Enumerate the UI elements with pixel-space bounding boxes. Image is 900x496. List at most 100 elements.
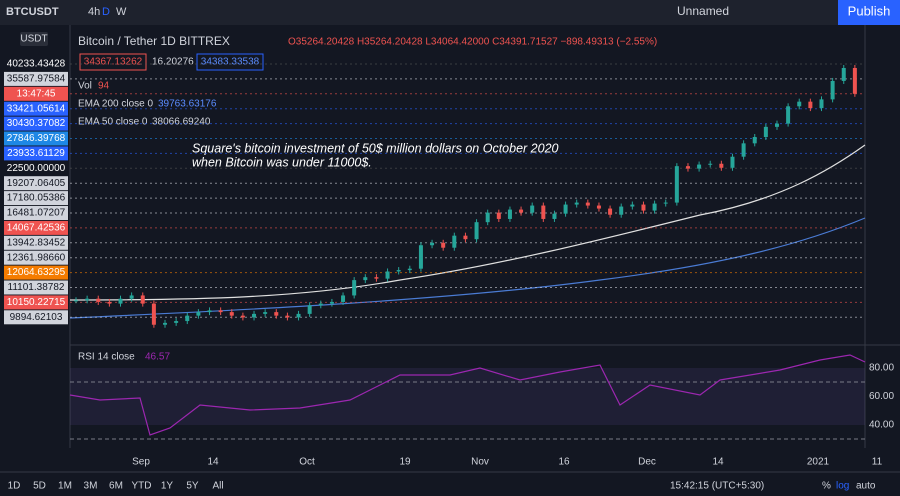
range-button[interactable]: 6M xyxy=(109,481,123,492)
mode-log[interactable]: log xyxy=(836,481,849,492)
ask-box[interactable] xyxy=(196,53,264,71)
candle xyxy=(129,295,134,299)
interval[interactable]: D xyxy=(102,6,110,18)
range-button[interactable]: 1M xyxy=(58,481,72,492)
price-label: 35587.97584 xyxy=(7,74,66,85)
candle xyxy=(619,206,624,215)
candle xyxy=(218,310,223,313)
rsi-tick: 60.00 xyxy=(869,391,894,402)
interval[interactable]: 4h xyxy=(88,6,100,18)
price-label-box xyxy=(4,206,68,220)
candle xyxy=(185,315,190,322)
layout-name[interactable]: Unnamed xyxy=(677,4,729,18)
candle xyxy=(229,312,234,316)
price-label: 23933.61129 xyxy=(7,148,65,159)
candle xyxy=(163,322,168,325)
ema50-label: EMA 50 close 0 xyxy=(78,117,148,128)
candle xyxy=(140,295,145,304)
candle xyxy=(385,271,390,279)
time-label: 16 xyxy=(558,457,570,468)
price-label: 11101.38782 xyxy=(8,282,65,293)
candle xyxy=(641,204,646,211)
range-button[interactable]: All xyxy=(212,481,223,492)
candle xyxy=(263,312,268,314)
price-label-box xyxy=(4,250,68,265)
candle xyxy=(697,164,702,169)
candle xyxy=(352,280,357,296)
time-label: 19 xyxy=(399,457,411,468)
price-label-box xyxy=(4,101,68,116)
candle xyxy=(741,143,746,157)
candle xyxy=(485,212,490,223)
candle xyxy=(151,303,156,325)
price-label-box xyxy=(4,176,68,191)
price-label-box xyxy=(4,116,68,131)
candle xyxy=(708,163,713,165)
price-label: 9894.62103 xyxy=(10,312,63,323)
range-button[interactable]: 1D xyxy=(8,481,21,492)
rsi-tick: 80.00 xyxy=(869,363,894,374)
candle xyxy=(418,245,423,269)
range-button[interactable]: 5Y xyxy=(186,481,199,492)
ema200-label: EMA 200 close 0 xyxy=(78,99,153,110)
time-label: 11 xyxy=(872,457,883,468)
candle xyxy=(430,242,435,246)
mode-auto[interactable]: auto xyxy=(856,481,876,492)
price-label: 22500.00000 xyxy=(7,163,66,174)
ask: 34383.33538 xyxy=(201,57,260,68)
candle xyxy=(663,202,668,204)
candle xyxy=(819,99,824,109)
candle xyxy=(329,301,334,304)
rsi-label: RSI 14 close xyxy=(78,352,135,363)
range-button[interactable]: 5D xyxy=(33,481,46,492)
candle xyxy=(240,315,245,318)
bid-box[interactable] xyxy=(79,53,147,71)
range-button[interactable]: 1Y xyxy=(161,481,174,492)
volume-value: 94 xyxy=(98,81,110,92)
time-label: Dec xyxy=(638,457,656,468)
candle xyxy=(474,222,479,240)
interval[interactable]: W xyxy=(116,6,127,18)
price-label-box xyxy=(4,310,68,325)
candle xyxy=(730,156,735,168)
price-label-box xyxy=(4,86,68,101)
candle xyxy=(118,298,123,304)
publish-label[interactable]: Publish xyxy=(848,3,891,18)
candle xyxy=(96,298,101,302)
candle xyxy=(630,204,635,207)
mode-percent[interactable]: % xyxy=(822,481,831,492)
price-label-box xyxy=(4,220,68,235)
candle xyxy=(463,235,468,240)
candle xyxy=(107,301,112,304)
toolbar xyxy=(0,0,900,25)
candle xyxy=(363,277,368,281)
price-label: 19207.06405 xyxy=(7,178,66,189)
candle xyxy=(574,202,579,205)
time-label: 2021 xyxy=(807,457,830,468)
time-label: 14 xyxy=(712,457,724,468)
candle xyxy=(174,321,179,323)
range-button[interactable]: YTD xyxy=(132,481,152,492)
rsi-tick: 40.00 xyxy=(869,420,894,431)
candle xyxy=(274,312,279,316)
time-label: 14 xyxy=(207,457,219,468)
price-label: 33421.05614 xyxy=(7,103,66,114)
annotation: Square's bitcoin investment of 50$ milli… xyxy=(192,141,559,155)
candle xyxy=(563,204,568,214)
candle xyxy=(763,126,768,137)
scale-badge[interactable]: USDT xyxy=(20,34,47,45)
ema200-value: 39763.63176 xyxy=(158,99,217,110)
candle xyxy=(585,202,590,206)
range-button[interactable]: 3M xyxy=(84,481,98,492)
price-label-box xyxy=(4,295,68,310)
price-label-box xyxy=(4,265,68,280)
candle xyxy=(608,208,613,215)
candle xyxy=(374,277,379,279)
candle xyxy=(652,203,657,211)
scale-badge-box[interactable] xyxy=(20,32,48,46)
price-label-box xyxy=(4,191,68,206)
price-label-box xyxy=(4,146,68,161)
publish-button[interactable] xyxy=(838,0,900,25)
price-label: 12361.98660 xyxy=(7,252,66,263)
symbol[interactable]: BTCUSDT xyxy=(6,6,59,18)
